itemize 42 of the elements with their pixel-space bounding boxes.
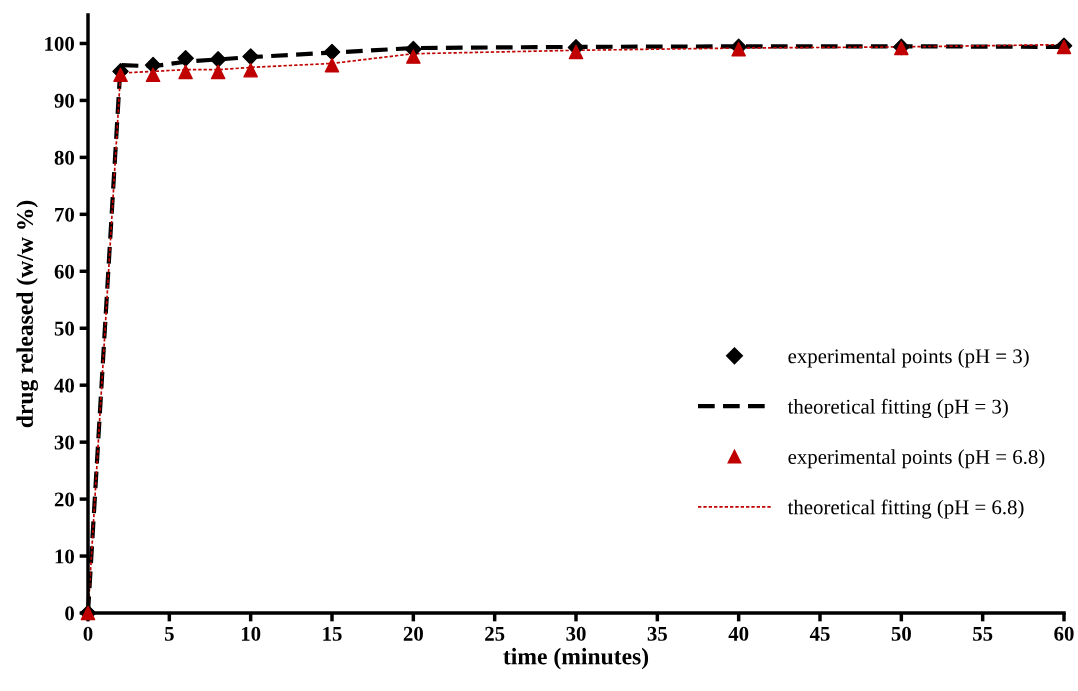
y-tick-label: 70 xyxy=(55,207,75,222)
y-tick-label: 90 xyxy=(54,93,75,108)
x-tick-label: 55 xyxy=(973,627,993,641)
point xyxy=(210,64,226,80)
legend-label: theoretical fitting (pH = 6.8) xyxy=(787,499,1024,519)
x-tick-label: 25 xyxy=(485,626,505,641)
y-tick-label: 40 xyxy=(54,378,75,393)
legend-label: experimental points (pH = 3) xyxy=(788,348,1029,368)
x-tick-label: 60 xyxy=(1054,626,1074,641)
y-tick-label: 0 xyxy=(65,606,75,621)
point xyxy=(113,67,128,83)
x-axis-title: time (minutes) xyxy=(503,647,649,670)
x-tick-label: 10 xyxy=(241,626,261,641)
point xyxy=(568,44,584,60)
x-tick-label: 15 xyxy=(323,626,342,641)
x-tick-label: 45 xyxy=(809,626,830,641)
point xyxy=(177,49,194,67)
y-axis-title: drug released (w/w %) xyxy=(16,200,38,428)
point xyxy=(209,51,227,68)
y-tick-label: 100 xyxy=(45,36,75,51)
x-tick-label: 40 xyxy=(728,626,749,641)
point xyxy=(324,57,340,73)
y-tick-label: 60 xyxy=(54,264,75,279)
x-tick-label: 50 xyxy=(891,626,911,641)
point xyxy=(406,49,421,64)
point xyxy=(243,62,258,78)
y-tick-label: 50 xyxy=(54,321,75,336)
x-tick-label: 5 xyxy=(164,627,174,641)
y-tick-label: 10 xyxy=(55,549,75,564)
legend-label: theoretical fitting (pH = 3) xyxy=(787,398,1008,418)
point xyxy=(145,67,161,83)
y-tick-label: 30 xyxy=(54,435,75,450)
point xyxy=(242,48,259,65)
y-tick-label: 20 xyxy=(54,492,75,507)
x-tick-label: 20 xyxy=(403,626,423,641)
y-tick-label: 80 xyxy=(54,150,75,165)
x-tick-label: 35 xyxy=(647,626,667,641)
legend-label: experimental points (pH = 6.8) xyxy=(788,449,1045,469)
point xyxy=(178,64,193,80)
point xyxy=(323,43,341,61)
x-tick-label: 0 xyxy=(83,626,93,641)
x-tick-label: 30 xyxy=(566,626,586,641)
